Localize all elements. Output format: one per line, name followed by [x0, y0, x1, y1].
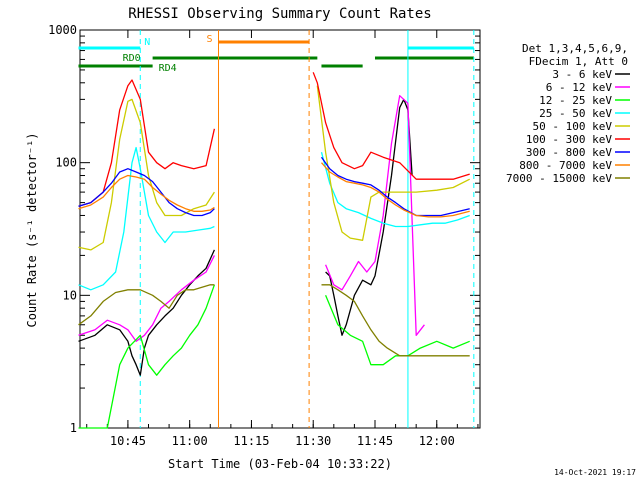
x-tick-label: 11:45 [357, 434, 393, 448]
legend-entry-label: 800 - 7000 keV [519, 159, 612, 172]
series-line [78, 85, 470, 251]
status-bar-label: S [207, 34, 213, 45]
series-line [78, 146, 470, 291]
chart-title: RHESSI Observing Summary Count Rates [128, 6, 431, 22]
legend-title-line: Det 1,3,4,5,6,9, [522, 42, 628, 55]
series-line [78, 95, 425, 342]
y-axis-label: Count Rate (s⁻¹ detector⁻¹) [25, 132, 39, 327]
legend-entry-label: 300 - 800 keV [526, 146, 612, 159]
legend-entry-label: 50 - 100 keV [533, 120, 613, 133]
y-ticks: 1 10 100 1000 [48, 23, 480, 435]
series-line [78, 284, 470, 429]
x-tick-label: 12:00 [419, 434, 455, 448]
legend-title-line: FDecim 1, Att 0 [529, 55, 628, 68]
legend-entry-label: 25 - 50 keV [539, 107, 612, 120]
legend-entry-label: 100 - 300 keV [526, 133, 612, 146]
series-line [78, 162, 470, 218]
x-axis-label: Start Time (03-Feb-04 10:33:22) [168, 457, 392, 471]
status-bar-label: RD0 [123, 53, 141, 64]
y-tick-label: 100 [55, 156, 77, 170]
x-ticks: 10:45 11:00 11:15 11:30 11:45 12:00 [86, 30, 479, 448]
series-line [78, 72, 470, 207]
x-tick-label: 11:15 [233, 434, 269, 448]
y-tick-label: 1 [70, 421, 77, 435]
series-line [78, 284, 470, 357]
series-line [78, 156, 470, 217]
x-tick-label: 10:45 [110, 434, 146, 448]
vertical-markers [139, 30, 475, 428]
timestamp: 14-Oct-2021 19:17 [554, 468, 636, 477]
legend-entry-label: 3 - 6 keV [552, 68, 612, 81]
legend: Det 1,3,4,5,6,9,FDecim 1, Att 03 - 6 keV… [506, 42, 630, 185]
y-tick-label: 1000 [48, 23, 77, 37]
x-tick-label: 11:00 [172, 434, 208, 448]
legend-entry-label: 12 - 25 keV [539, 94, 612, 107]
legend-entry-label: 7000 - 15000 keV [506, 172, 612, 185]
status-bar-label: N [144, 37, 150, 48]
series-line [78, 98, 413, 376]
data-series [78, 72, 470, 429]
y-tick-label: 10 [63, 288, 77, 302]
status-bar-label: RD4 [159, 63, 177, 74]
legend-entry-label: 6 - 12 keV [546, 81, 613, 94]
x-tick-label: 11:30 [295, 434, 331, 448]
plot-frame [79, 29, 481, 429]
